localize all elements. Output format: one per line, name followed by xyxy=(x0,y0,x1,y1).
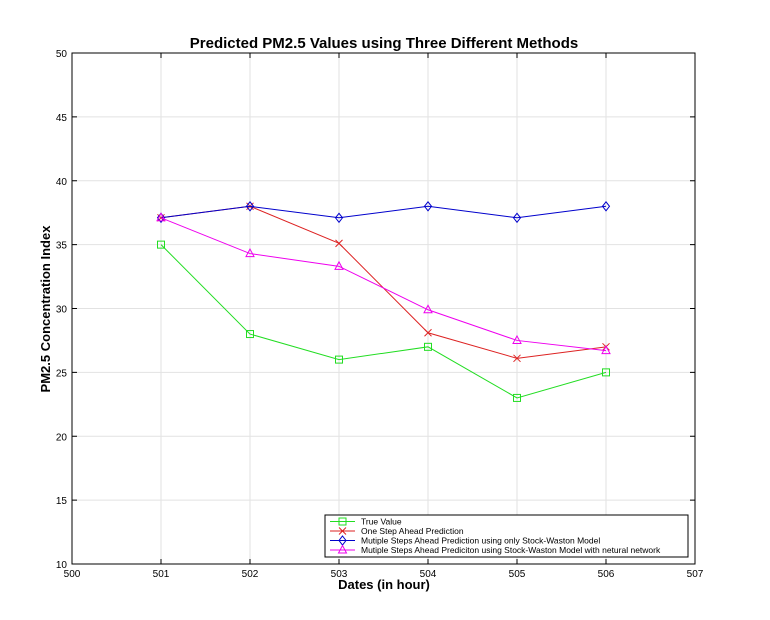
data-point xyxy=(513,354,521,363)
grid-lines xyxy=(71,52,696,565)
y-axis-label: PM2.5 Concentration Index xyxy=(38,225,53,393)
y-tick-label: 40 xyxy=(56,177,68,188)
x-axis: 500 501 502 503 504 505 506 507 xyxy=(64,53,704,580)
legend-label: Mutiple Steps Ahead Prediction using onl… xyxy=(361,536,600,546)
y-tick-label: 30 xyxy=(56,305,68,316)
legend-swatch-marker xyxy=(338,517,347,526)
data-point xyxy=(245,200,255,212)
data-point xyxy=(157,240,165,249)
x-tick-label: 507 xyxy=(687,569,704,580)
legend-label: Mutiple Steps Ahead Prediciton using Sto… xyxy=(361,545,661,555)
data-point xyxy=(602,368,610,377)
x-tick-label: 504 xyxy=(420,569,437,580)
y-tick-label: 25 xyxy=(56,368,68,379)
data-point xyxy=(246,330,254,339)
series-2 xyxy=(157,202,610,363)
legend-label: One Step Ahead Prediction xyxy=(361,526,464,536)
series-line xyxy=(160,217,607,352)
legend-entry: Mutiple Steps Ahead Prediction using onl… xyxy=(330,535,600,546)
x-tick-label: 501 xyxy=(153,569,170,580)
y-tick-label: 10 xyxy=(56,560,68,571)
legend-label: True Value xyxy=(361,517,402,527)
y-tick-label: 45 xyxy=(56,113,68,124)
legend-swatch-marker xyxy=(338,527,347,535)
series-line xyxy=(160,205,607,219)
y-tick-label: 35 xyxy=(56,241,68,252)
legend-swatch-marker xyxy=(337,544,348,554)
data-point xyxy=(601,345,611,355)
legend-entry: Mutiple Steps Ahead Prediciton using Sto… xyxy=(330,544,661,555)
x-tick-label: 503 xyxy=(331,569,348,580)
series-3 xyxy=(156,200,611,224)
data-point xyxy=(512,212,522,224)
series-group xyxy=(156,200,611,402)
x-tick-label: 505 xyxy=(509,569,526,580)
data-point xyxy=(512,334,522,344)
data-point xyxy=(335,239,343,248)
data-point xyxy=(513,393,521,402)
data-point xyxy=(156,212,166,224)
x-axis-label: Dates (in hour) xyxy=(338,577,430,592)
y-tick-label: 50 xyxy=(56,49,68,60)
data-point xyxy=(156,212,166,222)
data-point xyxy=(334,212,344,224)
x-tick-label: 506 xyxy=(598,569,615,580)
legend-entry: One Step Ahead Prediction xyxy=(330,526,464,536)
series-line xyxy=(160,244,607,399)
series-line xyxy=(160,205,607,359)
series-1 xyxy=(157,240,610,402)
y-axis: 10 15 20 25 30 35 40 45 50 xyxy=(56,49,695,571)
data-point xyxy=(245,248,255,258)
series-4 xyxy=(156,212,611,355)
legend-entry: True Value xyxy=(330,517,402,527)
data-point xyxy=(335,355,343,364)
x-tick-label: 500 xyxy=(64,569,81,580)
y-tick-label: 15 xyxy=(56,496,68,507)
y-tick-label: 20 xyxy=(56,432,68,443)
data-point xyxy=(424,328,432,337)
data-point xyxy=(601,200,611,212)
x-tick-label: 502 xyxy=(242,569,259,580)
chart-title: Predicted PM2.5 Values using Three Diffe… xyxy=(190,35,578,52)
data-point xyxy=(334,260,344,270)
data-point xyxy=(423,200,433,212)
data-point xyxy=(423,304,433,314)
legend-box xyxy=(324,514,689,558)
data-point xyxy=(424,342,432,351)
